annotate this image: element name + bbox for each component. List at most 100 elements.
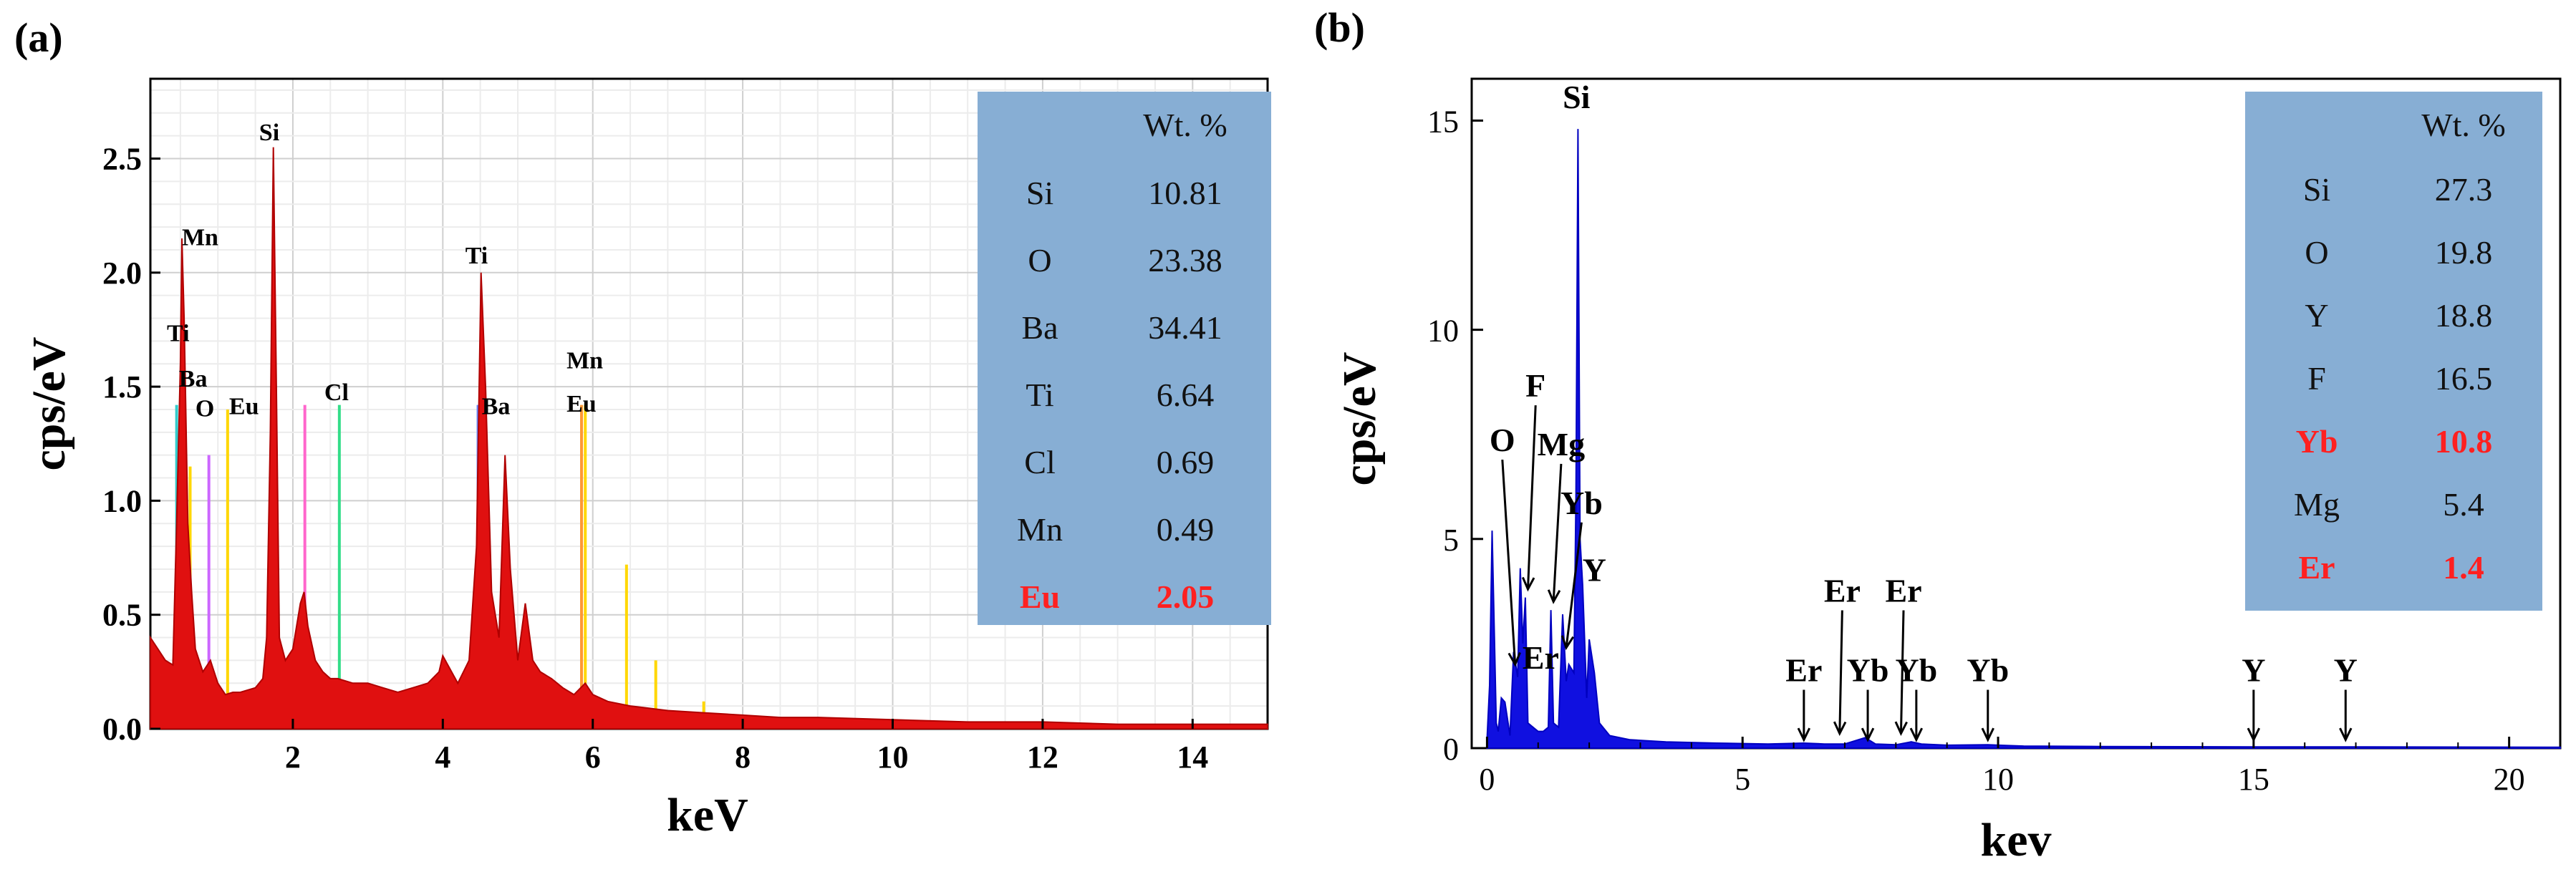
panel-b-table-element: Y <box>2305 297 2328 334</box>
panel-b-arrow-head <box>1508 651 1521 667</box>
panel-b-peak-label: Si <box>1563 79 1591 115</box>
panel-a-y-tick-label: 0.0 <box>102 712 142 747</box>
panel-b-peak-label: O <box>1490 422 1515 458</box>
panel-b-peak-label: F <box>1525 367 1545 404</box>
panel-b-arrow-head <box>1547 589 1561 604</box>
panel-a-peak-label: Ba <box>179 366 208 392</box>
panel-a-x-axis-title: keV <box>667 789 748 841</box>
panel-a-peak-label: Si <box>259 120 279 146</box>
panel-a-peak-label: Ti <box>167 320 190 347</box>
panel-a-y-tick-label: 2.5 <box>102 142 142 177</box>
panel-a-y-tick-label: 2.0 <box>102 256 142 291</box>
panel-a-peak-label: Mn <box>566 348 603 374</box>
panel-b-arrow-head <box>1909 727 1924 742</box>
panel-b-table-value: 16.5 <box>2435 360 2493 397</box>
panel-b-y-tick-label: 5 <box>1443 523 1459 558</box>
panel-a-table-value: 10.81 <box>1148 175 1222 211</box>
panel-a-table-value: 34.41 <box>1148 309 1222 346</box>
panel-b-peak-label: Y <box>2242 652 2265 689</box>
panel-a-table-element: Mn <box>1017 511 1063 548</box>
panel-b-arrow-head <box>1894 721 1908 736</box>
panel-b-peak-label: Er <box>1785 652 1822 689</box>
panel-b-y-tick-label: 10 <box>1427 314 1459 349</box>
panel-b-table-value: 27.3 <box>2435 171 2493 208</box>
panel-b-arrow-head <box>2247 727 2261 742</box>
panel-b-table-value: 18.8 <box>2435 297 2493 334</box>
panel-b-table-value: 19.8 <box>2435 234 2493 271</box>
panel-b-peak-label: Mg <box>1538 426 1585 462</box>
panel-a-spectrum-series <box>150 147 1268 730</box>
panel-a-ticks: 2 4 6 8 10 12 14 0.0 0.5 1.0 1.5 2.0 2.5 <box>102 142 1208 775</box>
panel-b-arrow-head <box>1560 635 1575 651</box>
panel-a-peak-label: O <box>196 396 214 422</box>
panel-b-table-header: Wt. % <box>2421 107 2506 143</box>
panel-b-table-rows: Si 27.3 O 19.8 Y 18.8 F 16.5 Yb 10.8 Mg 5.4 Er 1.4 <box>2294 171 2492 586</box>
panel-a-table-value: 23.38 <box>1148 242 1222 278</box>
panel-a-table-background <box>978 92 1271 625</box>
panel-b-label: (b) <box>1314 4 1365 51</box>
panel-a-x-tick-label: 10 <box>877 740 909 775</box>
panel-b-arrow-head <box>1797 727 1811 742</box>
panel-a-table-value: 0.69 <box>1157 444 1215 480</box>
panel-b-peak-label: Y <box>2334 652 2358 689</box>
panel-b-table-background <box>2245 92 2542 611</box>
panel-a-label: (a) <box>14 14 63 61</box>
panel-a-table-element: Cl <box>1024 444 1055 480</box>
panel-b-table-element: Yb <box>2296 423 2338 460</box>
panel-b-y-tick-label: 15 <box>1427 104 1459 139</box>
panel-b-arrow-shaft <box>1899 610 1905 734</box>
panel-a-x-tick-label: 2 <box>285 740 301 775</box>
panel-a-table-element: Si <box>1026 175 1053 211</box>
panel-b-y-tick-label: 0 <box>1443 732 1459 767</box>
panel-b-peak-label: Yb <box>1895 652 1937 689</box>
panel-b-peak-label: Yb <box>1967 652 2009 689</box>
panel-b-peak-label: Er <box>1523 639 1559 676</box>
panel-b-table-value: 5.4 <box>2443 486 2484 523</box>
panel-b-arrow-shaft <box>1526 405 1537 589</box>
panel-a-table-element: Ti <box>1026 377 1053 413</box>
panel-a-y-tick-label: 1.0 <box>102 483 142 518</box>
panel-a-peak-label: Ba <box>482 393 511 420</box>
panel-b-x-tick-label: 15 <box>2238 762 2269 797</box>
panel-a-table-value: 2.05 <box>1157 578 1215 615</box>
panel-b-x-tick-label: 5 <box>1735 762 1750 797</box>
panel-b-peak-label: Er <box>1824 572 1861 609</box>
panel-a-peak-label: Eu <box>229 393 259 420</box>
panel-b-composition-table: Wt. % Si 27.3 O 19.8 Y 18.8 F 16.5 Yb 10.8 Mg 5.4 Er… <box>2245 92 2542 611</box>
panel-a-y-tick-label: 0.5 <box>102 598 142 633</box>
panel-b-peak-label: Yb <box>1847 652 1889 689</box>
panel-b-x-tick-label: 20 <box>2494 762 2525 797</box>
panel-b-arrow-shaft <box>1565 522 1583 648</box>
panel-b-y-axis-title: cps/eV <box>1333 352 1386 486</box>
panel-b-arrow-shaft <box>1501 460 1517 665</box>
panel-a-annotations: Mn Ti Ba O Eu Si Cl Ti Ba Mn Eu <box>167 120 603 422</box>
panel-a-x-tick-label: 8 <box>735 740 751 775</box>
panel-b-table-element: Si <box>2303 171 2330 208</box>
panel-b-table-element: O <box>2305 234 2328 271</box>
panel-a-composition-table: Wt. % Si 10.81 O 23.38 Ba 34.41 Ti 6.64 Cl 0.69 Mn… <box>978 92 1271 625</box>
panel-a-table-element: Ba <box>1021 309 1058 346</box>
panel-a-table-element: O <box>1028 242 1051 278</box>
panel-b-table-element: Er <box>2298 549 2335 586</box>
panel-b-arrow-head <box>1981 727 1994 742</box>
panel-b-x-axis-title: kev <box>1981 814 2052 866</box>
panel-a-peak-label: Mn <box>182 225 218 251</box>
panel-b-x-tick-label: 10 <box>1982 762 2014 797</box>
panel-b-x-tick-label: 0 <box>1479 762 1495 797</box>
panel-a-x-tick-label: 14 <box>1177 740 1208 775</box>
panel-b-table-element: Mg <box>2294 486 2340 523</box>
panel-b-table-value: 1.4 <box>2443 549 2484 586</box>
panel-b-arrow-shaft <box>1552 463 1563 602</box>
panel-b-arrow-head <box>1861 727 1875 742</box>
panel-a-table-header: Wt. % <box>1143 107 1227 143</box>
panel-a-table-rows: Si 10.81 O 23.38 Ba 34.41 Ti 6.64 Cl 0.69 Mn 0.49 Eu… <box>1017 175 1222 615</box>
panel-a-peak-label: Eu <box>566 391 597 417</box>
panel-a-y-axis-title: cps/eV <box>23 337 75 471</box>
panel-b-ticks: 0 5 10 15 20 0 5 10 15 <box>1427 104 2525 797</box>
panel-b-peak-label: Y <box>1583 551 1606 588</box>
panel-a-peak-label: Cl <box>324 379 349 406</box>
panel-a-x-tick-label: 6 <box>585 740 601 775</box>
panel-b-table-element: F <box>2307 360 2326 397</box>
panel-b-arrow-head <box>1833 721 1847 736</box>
